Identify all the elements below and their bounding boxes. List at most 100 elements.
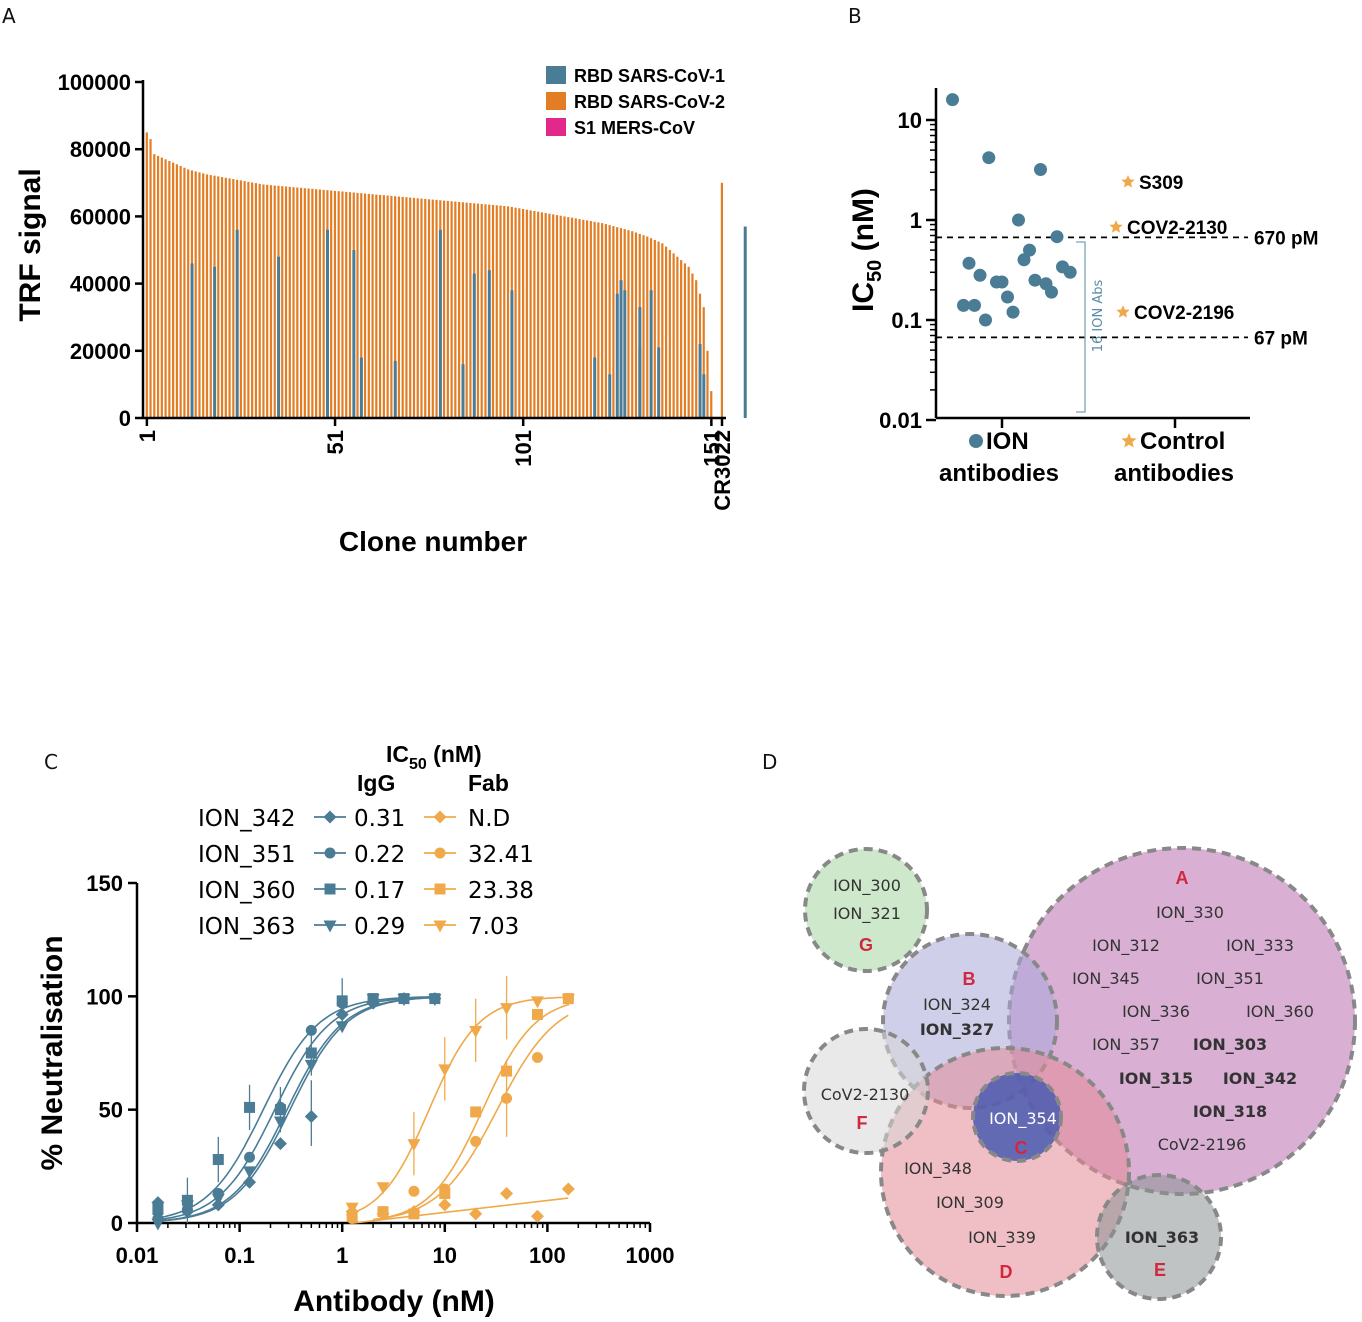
bar-sars-cov-2 — [480, 204, 483, 418]
fab-data-point — [345, 1202, 359, 1215]
venn-item: ION_360 — [1246, 1002, 1314, 1022]
table-fab-value: 23.38 — [468, 878, 534, 904]
igg-fit-curve — [157, 996, 435, 1219]
bar-sars-cov-1 — [352, 250, 356, 418]
fab-data-point — [561, 1182, 575, 1196]
bracket-label: 16 ION Abs — [1091, 280, 1106, 353]
legend-label: RBD SARS-CoV-1 — [574, 66, 725, 86]
igg-data-point — [305, 1047, 317, 1059]
fab-data-point — [530, 1209, 544, 1223]
ic50-title-main: IC — [386, 741, 409, 767]
venn-letter: G — [859, 935, 873, 955]
venn-letter: D — [1000, 1262, 1013, 1282]
category-label-line2: antibodies — [939, 460, 1059, 487]
igg-data-point — [211, 1193, 225, 1206]
bar-sars-cov-2 — [544, 213, 547, 418]
bar-sars-cov-2 — [548, 213, 551, 418]
bar-sars-cov-2 — [710, 391, 713, 418]
ion-antibody-point — [973, 268, 987, 282]
y-axis-title: % Neutralisation — [36, 935, 69, 1170]
bar-sars-cov-2 — [296, 187, 299, 418]
ic50-title-sub: 50 — [409, 756, 427, 773]
control-label: COV2-2130 — [1127, 218, 1227, 239]
venn-item: ION_342 — [1223, 1069, 1297, 1088]
bar-sars-cov-1 — [393, 360, 397, 418]
panel-letter-b: B — [848, 4, 862, 28]
venn-item: ION_351 — [1196, 969, 1264, 989]
y-tick-label: 100 — [86, 984, 123, 1009]
bar-sars-cov-2 — [363, 193, 367, 418]
x-tick-label: 101 — [511, 430, 536, 467]
bar-sars-cov-2 — [574, 218, 577, 418]
bar-sars-cov-2 — [217, 176, 220, 418]
bar-sars-cov-2 — [706, 350, 709, 418]
bar-sars-cov-2 — [145, 132, 148, 418]
igg-data-point — [335, 1021, 349, 1034]
bar-sars-cov-2 — [198, 172, 201, 418]
x-tick-label: 1000 — [626, 1243, 675, 1268]
bar-sars-cov-2 — [220, 177, 224, 418]
bar-sars-cov-2 — [224, 177, 227, 418]
igg-data-point — [180, 1200, 194, 1213]
y-tick-label: 20000 — [70, 339, 131, 364]
x-tick-label: CR3022 — [710, 430, 735, 511]
bar-sars-cov-2 — [412, 197, 416, 418]
igg-data-point — [366, 994, 380, 1007]
venn-letter: E — [1154, 1260, 1166, 1280]
fab-data-point — [531, 1052, 543, 1064]
y-tick-label: 60000 — [70, 204, 131, 229]
venn-item: ION_339 — [968, 1228, 1036, 1248]
fab-data-point — [469, 1025, 483, 1038]
bar-sars-cov-1 — [649, 290, 653, 418]
ion-antibody-point — [1028, 273, 1042, 287]
igg-data-point — [273, 1116, 287, 1129]
fab-fit-curve — [353, 1197, 569, 1224]
bar-sars-cov-2 — [518, 208, 521, 418]
venn-item: ION_330 — [1156, 903, 1224, 923]
bar-sars-cov-2 — [299, 187, 303, 418]
table-row-name: ION_351 — [198, 842, 296, 868]
bar-sars-cov-2 — [533, 211, 536, 418]
venn-item: ION_321 — [833, 904, 901, 924]
ion-antibody-point — [1045, 285, 1058, 299]
ion-antibody-point — [1023, 243, 1036, 257]
bar-sars-cov-2 — [281, 186, 284, 418]
venn-item: ION_318 — [1193, 1102, 1267, 1121]
x-tick-label: 10 — [433, 1243, 457, 1268]
bar-sars-cov-2 — [209, 175, 212, 418]
bar-sars-cov-2 — [318, 189, 321, 418]
bar-sars-cov-2 — [292, 187, 295, 418]
venn-circle-g — [803, 847, 929, 973]
igg-data-point — [304, 1059, 318, 1072]
bar-sars-cov-2 — [661, 243, 664, 418]
panel-b-scatter-plot: 10 1 0.1 0.01 IC50 (nM) 670 pM 67 pM 16 ION Abs… — [847, 88, 1318, 487]
bar-sars-cov-2 — [187, 169, 190, 418]
bar-sars-cov-2 — [563, 216, 566, 418]
ion-antibody-point — [1012, 213, 1025, 227]
bar-sars-cov-2 — [258, 183, 261, 418]
bar-sars-cov-1 — [277, 256, 281, 418]
bar-sars-cov-2 — [484, 204, 487, 418]
table-row-name: ION_363 — [198, 914, 296, 940]
venn-circle-e — [1095, 1173, 1223, 1301]
igg-data-point — [244, 1101, 256, 1113]
bar-sars-cov-2 — [371, 194, 374, 418]
legend-swatch — [546, 66, 566, 84]
ion-antibody-point — [962, 256, 976, 270]
fab-data-point — [438, 1198, 452, 1212]
venn-item: ION_300 — [833, 876, 901, 896]
bar-sars-cov-2 — [375, 194, 378, 418]
igg-data-point — [336, 995, 348, 1007]
igg-fit-curve — [157, 996, 435, 1221]
fab-data-point — [500, 1187, 514, 1201]
ion-antibody-point — [1001, 290, 1014, 304]
venn-circle-c — [971, 1071, 1063, 1163]
fab-data-point — [469, 1207, 483, 1221]
fab-data-point — [501, 1065, 513, 1077]
ion-antibody-point — [1034, 163, 1047, 176]
control-antibody-point — [1109, 220, 1123, 233]
table-col-igg: IgG — [357, 770, 395, 796]
fab-data-point — [500, 1003, 514, 1016]
bar-sars-cov-2 — [394, 196, 397, 418]
bar-sars-cov-2 — [435, 199, 438, 418]
